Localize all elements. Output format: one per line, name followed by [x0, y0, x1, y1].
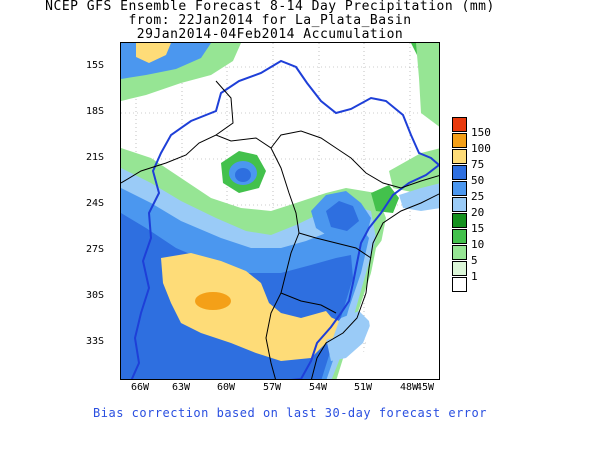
legend-label: 50 — [471, 174, 485, 187]
x-tick-label: 51W — [353, 382, 373, 393]
map-title-line-3: 29Jan2014-04Feb2014 Accumulation — [136, 27, 404, 42]
legend-label: 20 — [471, 206, 485, 219]
legend-swatch — [452, 229, 467, 244]
legend-swatch — [452, 165, 467, 180]
ne-light-green — [416, 43, 439, 127]
x-tick-label: 63W — [171, 382, 191, 393]
y-tick-label: 18S — [86, 106, 105, 117]
x-tick-label: 45W — [415, 382, 435, 393]
map-title-line-2: from: 22Jan2014 for La_Plata_Basin — [128, 13, 412, 28]
legend-swatch — [452, 133, 467, 148]
nw-yellow-patch — [136, 43, 171, 63]
legend-label: 75 — [471, 158, 485, 171]
east-green-1 — [371, 185, 399, 213]
x-tick-label: 60W — [216, 382, 236, 393]
y-tick-label: 15S — [86, 60, 105, 71]
legend-swatch — [452, 213, 467, 228]
east-green-2 — [389, 148, 439, 193]
y-tick-label: 21S — [86, 152, 105, 163]
legend-swatch — [452, 149, 467, 164]
east-coast-dark — [326, 201, 359, 231]
bias-correction-note: Bias correction based on last 30-day for… — [93, 406, 487, 420]
legend-swatch — [452, 261, 467, 276]
y-tick-label: 27S — [86, 244, 105, 255]
legend-label: 25 — [471, 190, 485, 203]
orange-zone — [195, 292, 231, 310]
dark-blue-patch-21s — [235, 168, 251, 182]
basin-outline — [130, 59, 439, 379]
x-tick-label: 57W — [262, 382, 282, 393]
legend-label: 100 — [471, 142, 491, 155]
y-tick-label: 24S — [86, 198, 105, 209]
legend-label: 10 — [471, 238, 485, 251]
x-tick-label: 48W — [399, 382, 419, 393]
precipitation-map-canvas — [121, 43, 439, 379]
coast-yellow — [306, 315, 339, 343]
ocean-white — [352, 209, 439, 379]
legend-label: 150 — [471, 126, 491, 139]
legend-swatch — [452, 277, 467, 292]
legend-swatch — [452, 197, 467, 212]
country-borders — [121, 80, 439, 379]
y-tick-label: 30S — [86, 290, 105, 301]
x-tick-label: 54W — [308, 382, 328, 393]
legend-label: 5 — [471, 254, 478, 267]
legend-label: 1 — [471, 270, 478, 283]
yellow-zone — [161, 253, 336, 361]
legend-label: 15 — [471, 222, 485, 235]
precipitation-map — [120, 42, 440, 380]
precipitation-fields — [121, 43, 439, 379]
y-tick-label: 33S — [86, 336, 105, 347]
x-tick-label: 66W — [130, 382, 150, 393]
legend-swatch — [452, 181, 467, 196]
legend-swatch — [452, 117, 467, 132]
legend-swatch — [452, 245, 467, 260]
east-light-blue — [399, 183, 439, 211]
map-title-line-1: NCEP GFS Ensemble Forecast 8-14 Day Prec… — [45, 0, 495, 14]
